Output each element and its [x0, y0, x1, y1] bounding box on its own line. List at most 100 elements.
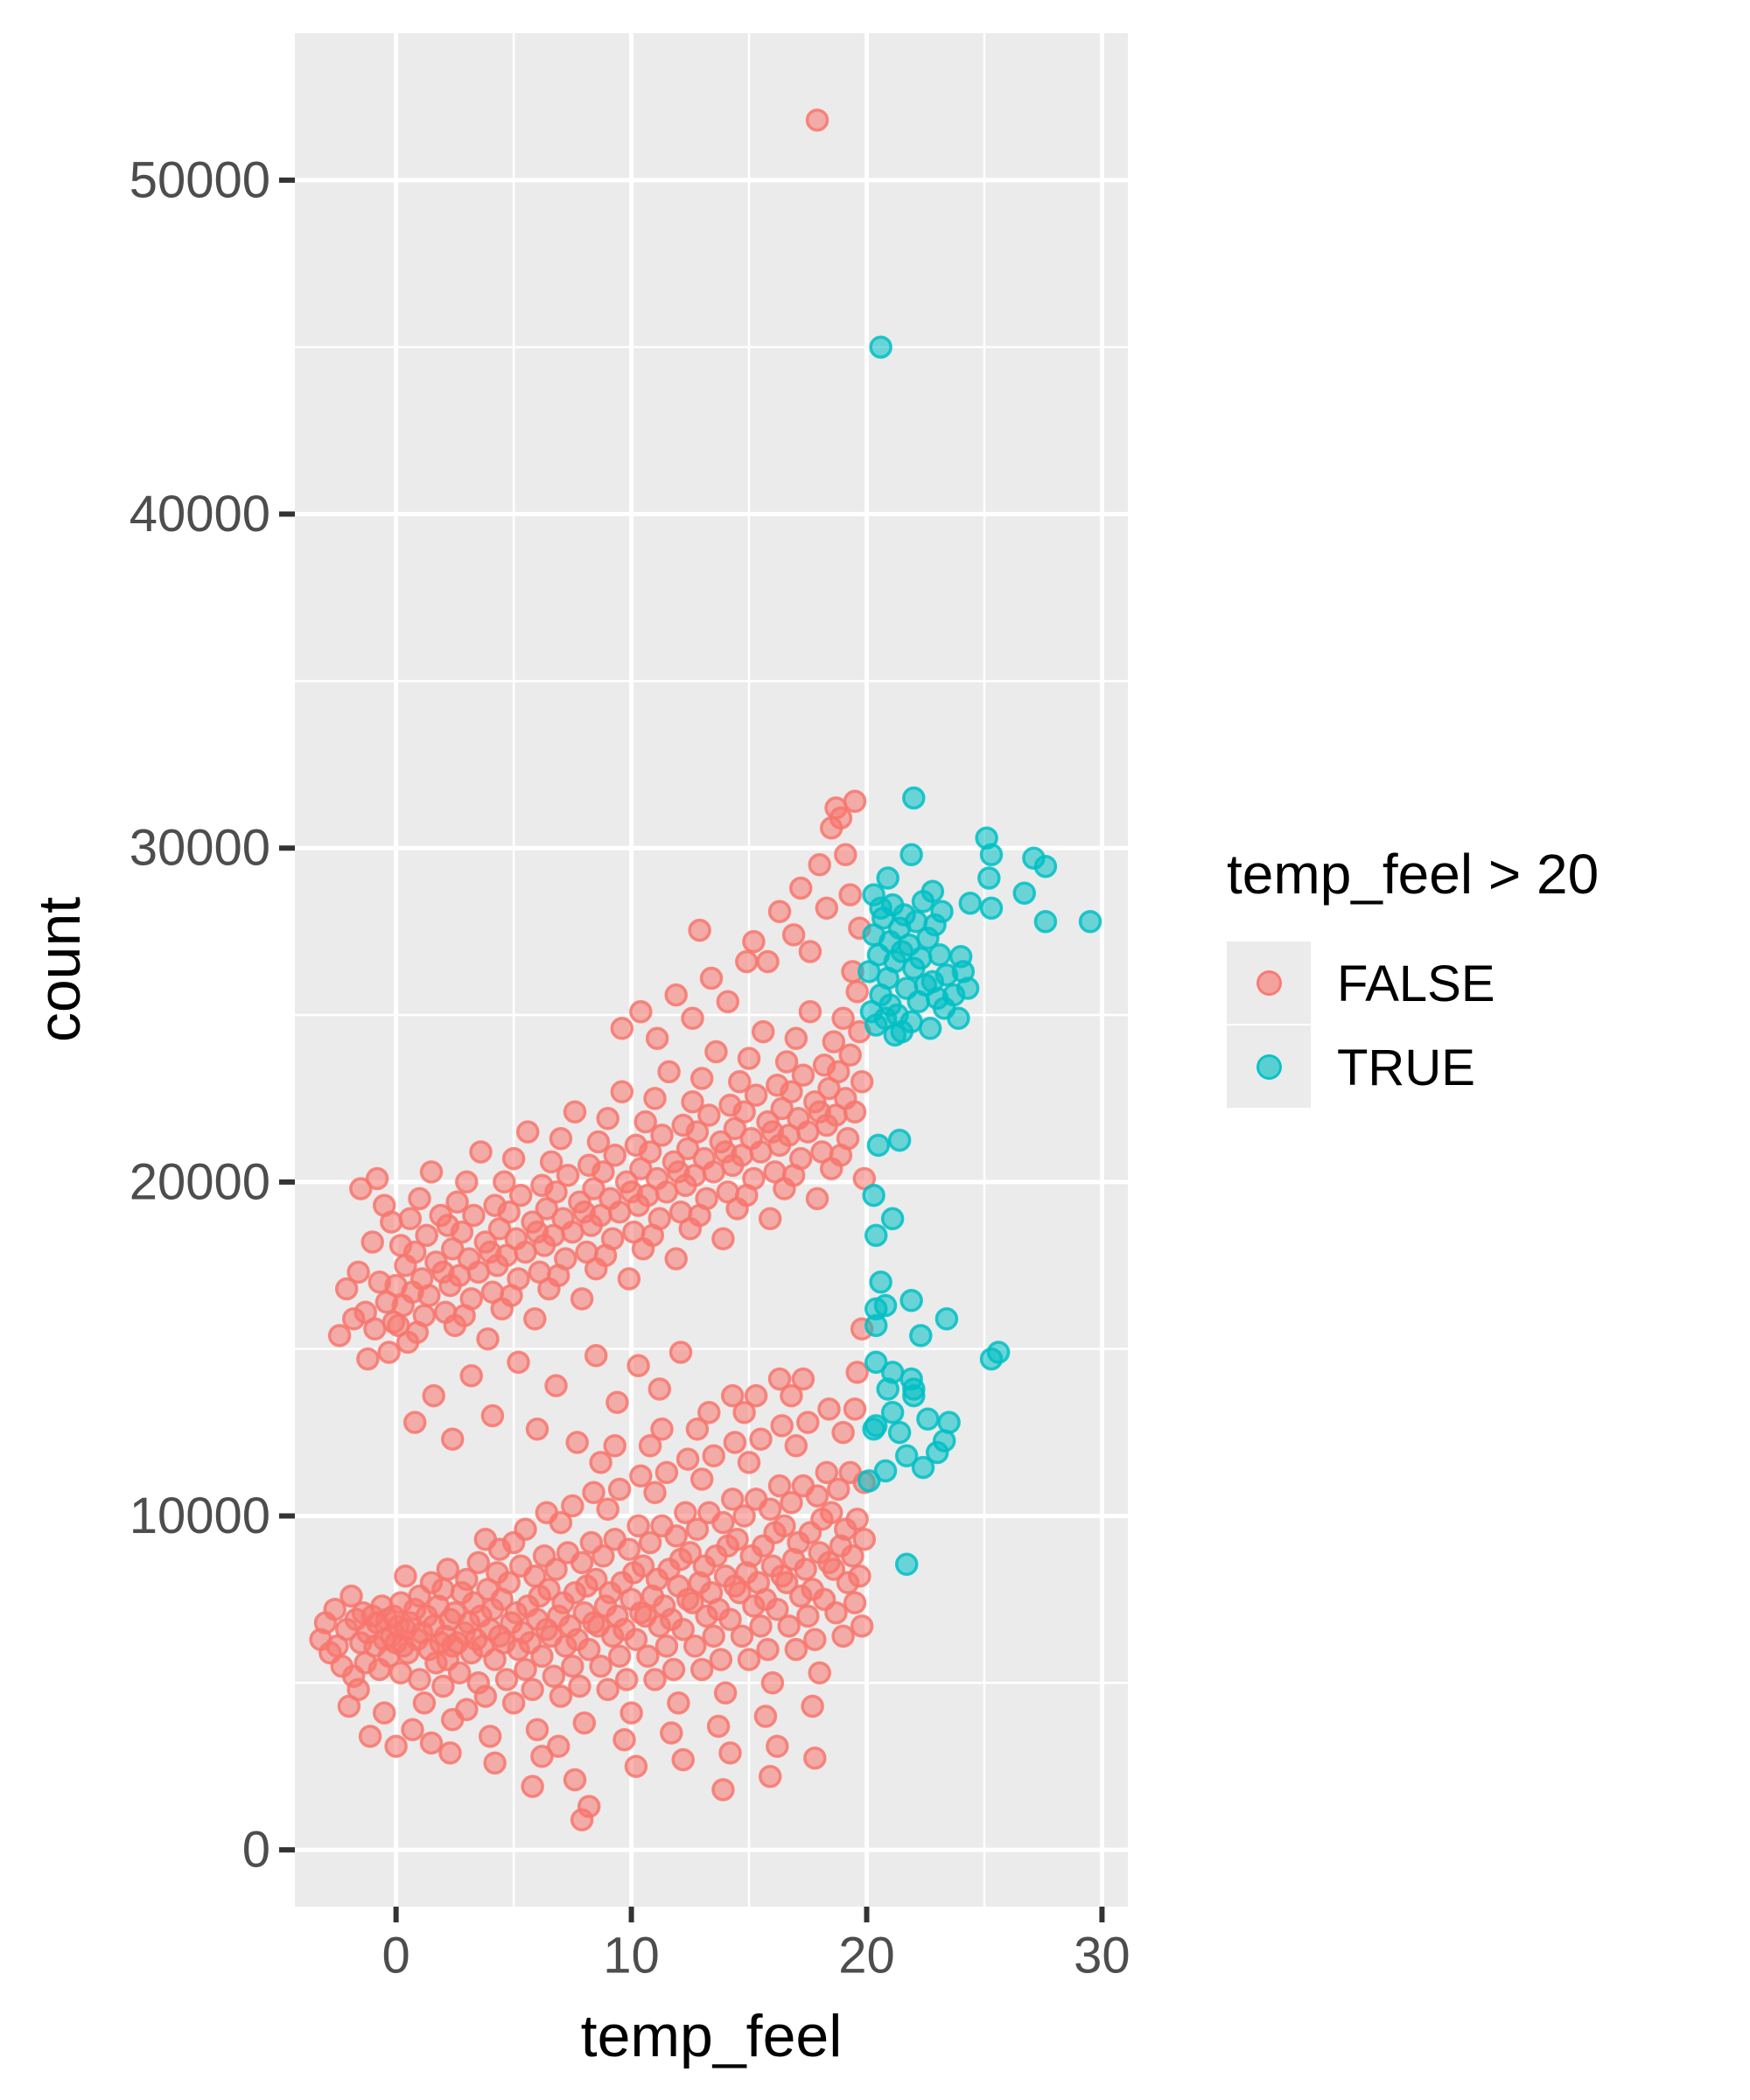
y-tick-label: 30000 [130, 820, 270, 877]
data-point-true [979, 896, 1004, 920]
data-point-true [887, 1420, 912, 1445]
data-point-false [650, 1418, 674, 1441]
data-point-false [781, 923, 806, 947]
data-point-false [831, 1624, 855, 1648]
data-point-false [822, 1558, 846, 1581]
data-point-false [829, 806, 853, 830]
data-point-false [664, 983, 688, 1007]
data-point-false [749, 1614, 773, 1638]
data-point-false [478, 1725, 502, 1748]
data-point-false [402, 1240, 427, 1264]
data-point-false [544, 1374, 568, 1397]
data-point-false [713, 1681, 738, 1705]
data-point-false [650, 1124, 674, 1147]
data-point-false [826, 1060, 850, 1084]
data-point-false [841, 1544, 864, 1568]
data-point-false [596, 1497, 620, 1522]
data-point-false [780, 1383, 803, 1408]
data-point-true [1033, 909, 1058, 934]
data-point-true [864, 1223, 888, 1248]
data-point-false [690, 1467, 714, 1491]
data-point-false [600, 1227, 625, 1250]
y-tick-label: 50000 [130, 151, 270, 208]
data-point-true [864, 1350, 888, 1375]
data-point-false [323, 1598, 346, 1621]
data-point-false [681, 1591, 704, 1614]
data-point-false [732, 1400, 756, 1424]
data-point-false [681, 1089, 704, 1114]
data-point-false [702, 1624, 725, 1648]
data-point-false [431, 1674, 455, 1698]
data-point-false [494, 1668, 519, 1691]
data-point-false [678, 1541, 703, 1564]
data-point-false [514, 1657, 537, 1682]
data-point-false [798, 940, 822, 963]
data-point-false [497, 1571, 521, 1595]
data-point-false [716, 990, 740, 1014]
data-point-false [690, 1067, 714, 1090]
data-point-false [808, 1661, 831, 1685]
data-point-false [836, 1126, 860, 1151]
data-point-true [948, 944, 973, 969]
data-point-false [401, 1718, 424, 1741]
data-point-true [916, 1407, 940, 1432]
data-point-true [958, 891, 983, 915]
data-point-false [843, 1397, 867, 1421]
data-point-false [544, 1558, 568, 1581]
data-point-false [682, 1634, 707, 1658]
data-point-false [725, 1527, 749, 1551]
data-point-false [699, 966, 724, 990]
data-point-false [711, 1778, 735, 1802]
data-point-false [848, 1564, 872, 1588]
data-point-false [577, 1637, 601, 1662]
legend-key-true [1227, 1026, 1311, 1108]
data-point-false [636, 1644, 660, 1669]
data-point-false [742, 929, 766, 954]
data-point-true [880, 1400, 905, 1424]
data-point-false [756, 1637, 780, 1662]
data-point-false [671, 1747, 695, 1772]
data-point-false [493, 1170, 516, 1194]
data-point-false [709, 1648, 733, 1671]
data-point-false [780, 1490, 803, 1515]
data-point-false [570, 1808, 594, 1832]
legend: temp_feel > 20 FALSE TRUE [1227, 842, 1599, 1110]
data-point-false [742, 1166, 766, 1191]
data-point-false [346, 1260, 370, 1284]
data-point-false [438, 1741, 462, 1765]
data-point-false [822, 1030, 846, 1054]
data-point-false [514, 1240, 537, 1264]
data-point-false [751, 1019, 775, 1044]
data-point-false [462, 1203, 486, 1228]
legend-entry-true: TRUE [1227, 1026, 1599, 1110]
data-point-false [674, 1501, 697, 1524]
data-point-false [614, 1668, 639, 1691]
data-point-false [711, 1227, 735, 1250]
data-point-false [732, 1504, 756, 1528]
data-point-false [473, 1684, 498, 1708]
data-point-false [758, 1497, 782, 1522]
data-point-false [603, 1144, 626, 1167]
data-point-false [455, 1698, 479, 1722]
data-point-false [417, 1284, 441, 1307]
data-point-false [758, 1764, 782, 1788]
data-point-false [838, 883, 862, 906]
data-point-false [654, 1634, 679, 1658]
data-point-false [603, 1434, 626, 1458]
data-point-false [530, 1745, 554, 1768]
data-point-false [791, 1367, 816, 1391]
data-point-false [610, 1080, 634, 1104]
data-point-false [419, 1731, 444, 1755]
data-point-true [920, 879, 945, 904]
legend-label-true: TRUE [1337, 1039, 1475, 1096]
data-point-false [662, 1657, 686, 1682]
data-point-false [539, 1150, 564, 1174]
data-point-false [667, 1690, 690, 1715]
data-point-false [549, 1126, 573, 1151]
data-point-false [805, 1484, 830, 1508]
data-point-false [525, 1718, 550, 1741]
data-point-true [1012, 881, 1036, 905]
data-point-false [803, 1746, 827, 1770]
data-point-false [794, 1558, 817, 1581]
data-point-true [930, 900, 954, 923]
